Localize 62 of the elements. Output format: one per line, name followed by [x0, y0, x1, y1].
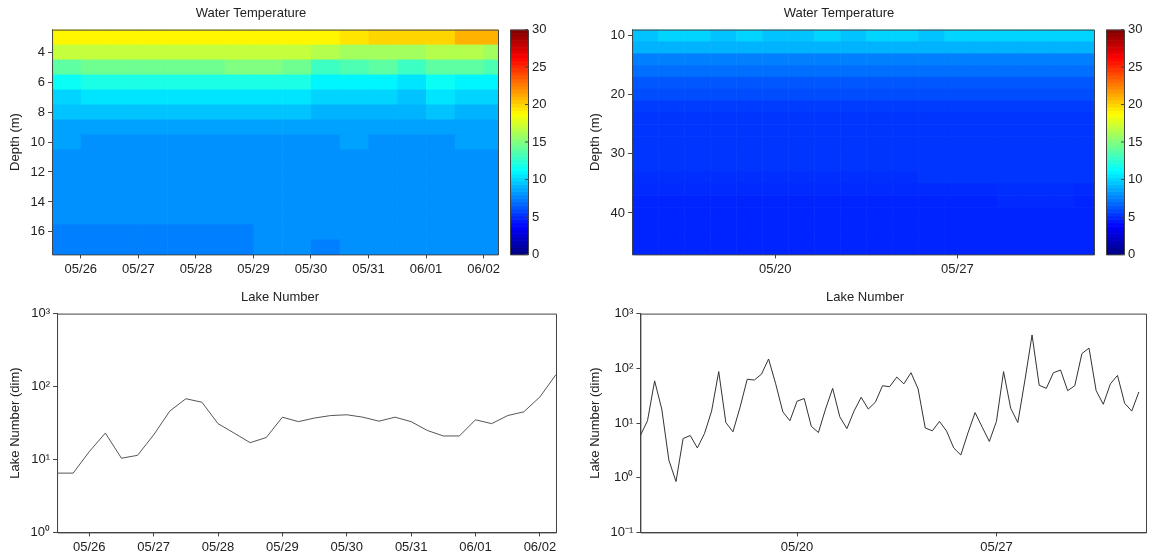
y-tick-label: 12 — [30, 163, 46, 179]
y-tick-label: 10¹ — [614, 414, 635, 430]
x-tick-label: 05/28 — [179, 260, 213, 276]
y-tick-label: 10 — [30, 133, 46, 149]
x-tick-label: 05/29 — [237, 260, 270, 276]
y-axis-title: Depth (m) — [7, 113, 23, 171]
y-tick-label: 10⁻¹ — [610, 523, 635, 539]
color-bar-label: 5 — [532, 208, 540, 224]
x-tick-label: 05/27 — [941, 260, 974, 276]
chart-title: Water Temperature — [783, 5, 895, 21]
y-tick-label: 6 — [37, 73, 46, 89]
color-bar-label: 0 — [532, 245, 540, 261]
x-tick-label: 05/20 — [780, 538, 814, 554]
x-tick-label: 05/30 — [330, 538, 364, 554]
color-bar-label: 20 — [532, 96, 547, 112]
y-axis-title: Lake Number (dim) — [587, 367, 603, 479]
y-tick-label: 16 — [30, 223, 46, 239]
x-tick-label: 05/20 — [758, 260, 792, 276]
color-bar-label: 5 — [1128, 208, 1136, 224]
y-tick-label: 10² — [614, 359, 635, 375]
chart-title: Water Temperature — [195, 5, 307, 21]
color-bar-label: 15 — [1128, 133, 1143, 149]
x-tick-label: 05/26 — [64, 260, 98, 276]
color-bar-label: 15 — [532, 133, 547, 149]
color-bar-label: 30 — [1128, 21, 1143, 37]
x-tick-label: 06/02 — [467, 260, 500, 276]
x-tick-label: 05/29 — [266, 538, 299, 554]
x-tick-label: 05/31 — [352, 260, 385, 276]
y-tick-label: 10 — [610, 27, 626, 43]
y-tick-label: 10³ — [614, 305, 635, 321]
x-tick-label: 05/28 — [201, 538, 235, 554]
x-tick-label: 05/27 — [122, 260, 155, 276]
y-tick-label: 4 — [37, 43, 46, 59]
color-bar-label: 20 — [1128, 96, 1143, 112]
y-tick-label: 10³ — [31, 305, 51, 321]
y-tick-label: 40 — [610, 204, 626, 220]
color-bar-label: 30 — [532, 21, 547, 37]
x-tick-label: 05/26 — [72, 538, 106, 554]
color-bar-label: 25 — [532, 58, 547, 74]
chart-title: Lake Number — [240, 289, 320, 305]
x-tick-label: 05/27 — [980, 538, 1013, 554]
x-tick-label: 06/01 — [459, 538, 492, 554]
y-tick-label: 10¹ — [31, 451, 51, 467]
y-tick-label: 10⁰ — [613, 469, 634, 485]
color-bar-label: 0 — [1128, 245, 1136, 261]
chart-title: Lake Number — [825, 289, 905, 305]
x-tick-label: 05/30 — [294, 260, 328, 276]
color-bar-label: 10 — [532, 171, 547, 187]
y-tick-label: 8 — [37, 103, 46, 119]
x-tick-label: 06/02 — [523, 538, 557, 554]
y-axis-title: Depth (m) — [587, 113, 603, 171]
y-tick-label: 10² — [31, 378, 51, 394]
x-tick-label: 05/31 — [394, 538, 428, 554]
y-tick-label: 10⁰ — [30, 523, 51, 539]
x-tick-label: 06/01 — [409, 260, 443, 276]
color-bar-label: 10 — [1128, 171, 1143, 187]
color-bar-label: 25 — [1128, 58, 1143, 74]
y-axis-title: Lake Number (dim) — [7, 367, 23, 479]
y-tick-label: 20 — [610, 86, 626, 102]
y-tick-label: 14 — [30, 193, 46, 209]
y-tick-label: 30 — [610, 145, 626, 161]
x-tick-label: 05/27 — [137, 538, 170, 554]
